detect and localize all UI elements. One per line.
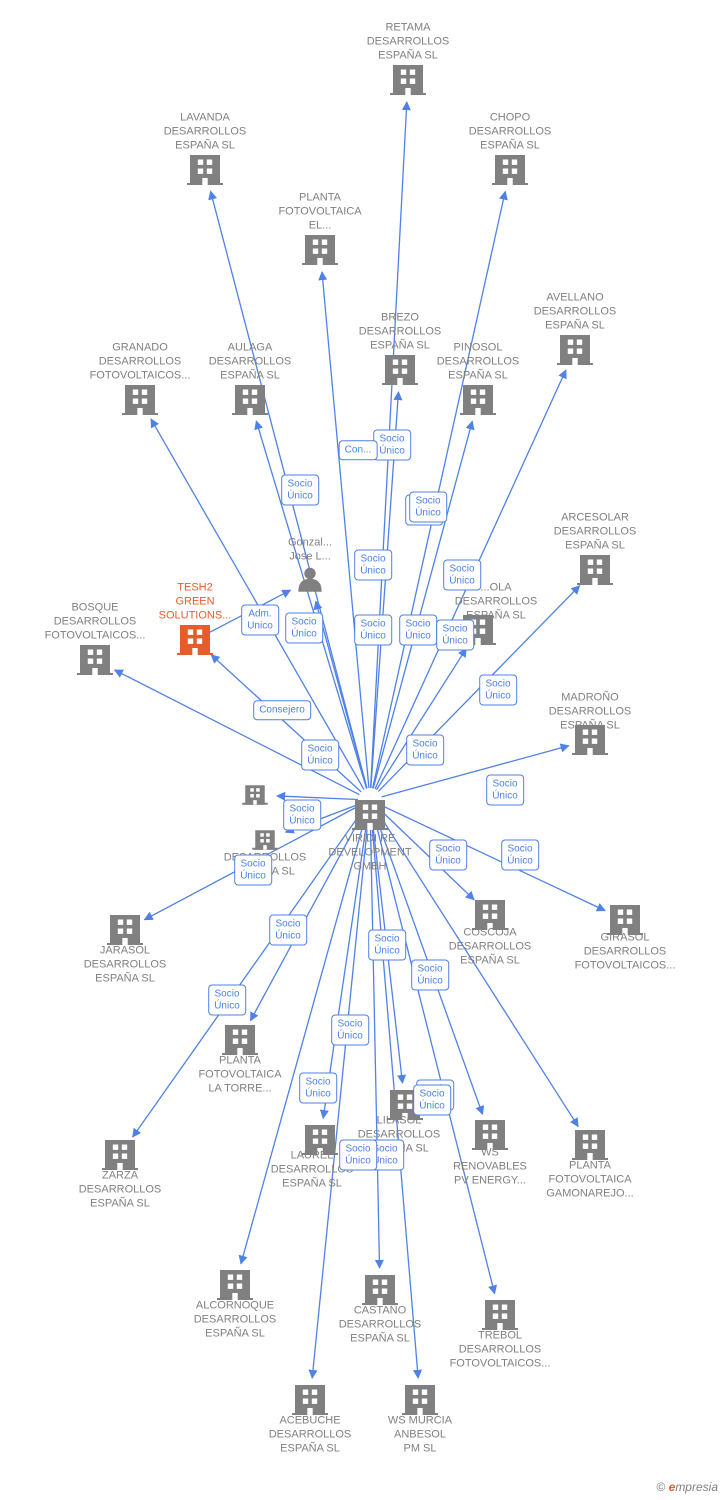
- node-label[interactable]: MADROÑO DESARROLLOS ESPAÑA SL: [530, 691, 650, 732]
- edge-label: Adm. Unico: [241, 605, 279, 636]
- edge-label: Socio Único: [429, 840, 467, 871]
- node-label[interactable]: ARCESOLAR DESARROLLOS ESPAÑA SL: [535, 511, 655, 552]
- building-icon[interactable]: [352, 800, 388, 830]
- edge-label: Socio Único: [331, 1015, 369, 1046]
- building-icon[interactable]: [187, 155, 223, 185]
- node-label[interactable]: ZARZA DESARROLLOS ESPAÑA SL: [60, 1169, 180, 1210]
- edge-label: Con...: [339, 440, 378, 460]
- building-icon[interactable]: [382, 355, 418, 385]
- copyright-symbol: ©: [656, 1480, 665, 1494]
- node-label[interactable]: WS MURCIA ANBESOL PM SL: [360, 1414, 480, 1455]
- building-icon[interactable]: [252, 830, 278, 850]
- node-label[interactable]: PINOSOL DESARROLLOS ESPAÑA SL: [418, 341, 538, 382]
- edge-label: Socio Único: [409, 492, 447, 523]
- building-icon[interactable]: [482, 1300, 518, 1330]
- edge-label: Socio Único: [406, 735, 444, 766]
- node-label[interactable]: VIRIDI RE DEVELOPMENT GMBH: [310, 832, 430, 873]
- building-icon[interactable]: [572, 1130, 608, 1160]
- copyright-notice: © empresia: [656, 1480, 718, 1494]
- node-label[interactable]: LAVANDA DESARROLLOS ESPAÑA SL: [145, 111, 265, 152]
- building-icon[interactable]: [217, 1270, 253, 1300]
- building-icon[interactable]: [232, 385, 268, 415]
- building-icon[interactable]: [362, 1275, 398, 1305]
- building-icon[interactable]: [292, 1385, 328, 1415]
- node-label[interactable]: PLANTA FOTOVOLTAICA GAMONAREJO...: [530, 1159, 650, 1200]
- edge-label: Socio Único: [354, 615, 392, 646]
- edge-label: Socio Único: [283, 800, 321, 831]
- node-label[interactable]: JARASOL DESARROLLOS ESPAÑA SL: [65, 944, 185, 985]
- edge-label: Consejero: [253, 700, 311, 720]
- building-icon[interactable]: [492, 155, 528, 185]
- node-label[interactable]: BOSQUE DESARROLLOS FOTOVOLTAICOS...: [35, 601, 155, 642]
- building-icon[interactable]: [177, 625, 213, 655]
- node-label[interactable]: GRANADO DESARROLLOS FOTOVOLTAICOS...: [80, 341, 200, 382]
- edge-label: Socio Único: [368, 930, 406, 961]
- node-label[interactable]: RETAMA DESARROLLOS ESPAÑA SL: [348, 21, 468, 62]
- brand-rest: mpresia: [675, 1480, 718, 1494]
- building-icon[interactable]: [577, 555, 613, 585]
- node-label[interactable]: Gonzal... Jose L...: [250, 536, 370, 564]
- building-icon[interactable]: [557, 335, 593, 365]
- node-label[interactable]: AULAGA DESARROLLOS ESPAÑA SL: [190, 341, 310, 382]
- edge-label: Socio Único: [234, 855, 272, 886]
- building-icon[interactable]: [302, 235, 338, 265]
- node-label[interactable]: PLANTA FOTOVOLTAICA LA TORRE...: [180, 1054, 300, 1095]
- building-icon[interactable]: [390, 65, 426, 95]
- node-label[interactable]: TREBOL DESARROLLOS FOTOVOLTAICOS...: [440, 1329, 560, 1370]
- edge-label: Socio Único: [285, 613, 323, 644]
- edge-label: Socio Único: [208, 985, 246, 1016]
- edge-label: Socio Único: [413, 1085, 451, 1116]
- node-label[interactable]: CASTAÑO DESARROLLOS ESPAÑA SL: [320, 1304, 440, 1345]
- edge-label: Socio Único: [301, 740, 339, 771]
- building-icon[interactable]: [107, 915, 143, 945]
- node-label[interactable]: CHOPO DESARROLLOS ESPAÑA SL: [450, 111, 570, 152]
- edge-label: Socio Único: [443, 560, 481, 591]
- node-label[interactable]: ACEBUCHE DESARROLLOS ESPAÑA SL: [250, 1414, 370, 1455]
- node-label[interactable]: GIRASOL DESARROLLOS FOTOVOLTAICOS...: [565, 931, 685, 972]
- node-label[interactable]: ALCORNOQUE DESARROLLOS ESPAÑA SL: [175, 1299, 295, 1340]
- building-icon[interactable]: [222, 1025, 258, 1055]
- building-icon[interactable]: [402, 1385, 438, 1415]
- edge-label: Socio Único: [399, 615, 437, 646]
- building-icon[interactable]: [122, 385, 158, 415]
- edge-label: Socio Único: [354, 550, 392, 581]
- node-label[interactable]: PLANTA FOTOVOLTAICA EL...: [260, 191, 380, 232]
- edge-label: Socio Único: [486, 775, 524, 806]
- building-icon[interactable]: [102, 1140, 138, 1170]
- building-icon[interactable]: [242, 785, 268, 805]
- edge-label: Socio Único: [299, 1073, 337, 1104]
- edge-label: Socio Único: [479, 675, 517, 706]
- edge-label: Socio Único: [501, 840, 539, 871]
- building-icon[interactable]: [460, 385, 496, 415]
- building-icon[interactable]: [77, 645, 113, 675]
- edge-label: Socio Único: [411, 960, 449, 991]
- node-label[interactable]: AVELLANO DESARROLLOS ESPAÑA SL: [515, 291, 635, 332]
- edge-label: Socio Único: [436, 620, 474, 651]
- edge-label: Socio Único: [269, 915, 307, 946]
- edge-label: Socio Único: [281, 475, 319, 506]
- edge-label: Socio Único: [339, 1140, 377, 1171]
- edge-label: Socio Único: [373, 430, 411, 461]
